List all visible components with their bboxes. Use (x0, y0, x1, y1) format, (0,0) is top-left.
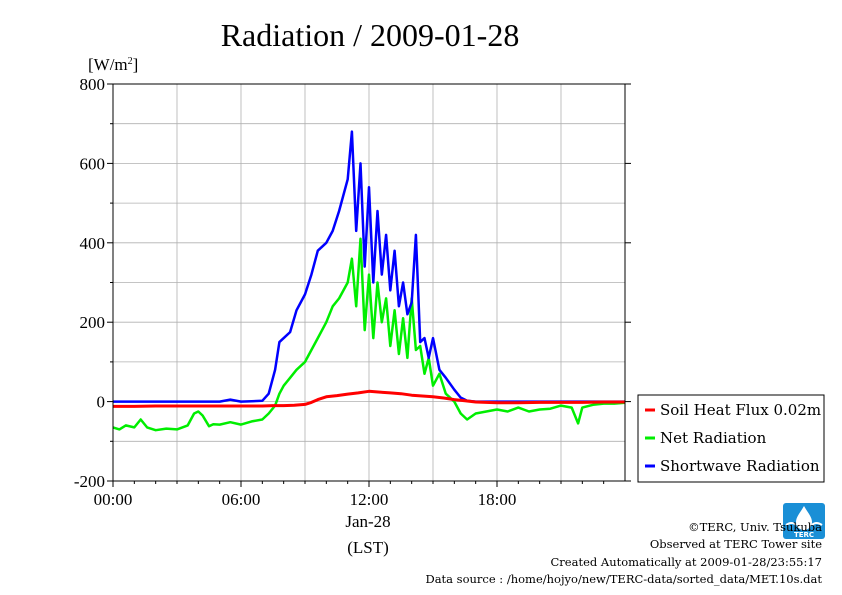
legend-label: Shortwave Radiation (660, 457, 820, 475)
legend-label: Soil Heat Flux 0.02m (660, 401, 821, 419)
drop-icon (796, 506, 812, 530)
legend-box (637, 394, 825, 483)
x-axis-label: (LST) (347, 538, 389, 557)
credit-site: Observed at TERC Tower site (649, 537, 822, 552)
x-tick-label: 18:00 (478, 490, 517, 509)
legend: Soil Heat Flux 0.02m Net Radiation Shortwa… (637, 394, 825, 483)
wave-icon (785, 522, 823, 526)
y-tick-label: 200 (80, 313, 106, 332)
y-tick-label: 0 (97, 393, 106, 412)
credits-block: ©TERC, Univ. Tsukuba Observed at TERC To… (425, 519, 822, 588)
y-tick-label: 800 (80, 75, 106, 94)
x-axis: 00:00 06:00 12:00 18:00 (94, 481, 605, 509)
y-tick-label: 400 (80, 234, 106, 253)
date-label: Jan-28 (345, 512, 390, 531)
series-line-0 (113, 389, 625, 408)
credit-created: Created Automatically at 2009-01-28/23:5… (550, 554, 823, 569)
y-axis: -200 0 200 400 600 800 (74, 75, 631, 491)
x-tick-label: 12:00 (350, 490, 389, 509)
credit-copyright: ©TERC, Univ. Tsukuba (688, 520, 822, 534)
legend-label: Net Radiation (660, 429, 767, 447)
y-tick-label: -200 (74, 472, 105, 491)
logo-text: TERC (794, 531, 814, 539)
series-line-1 (112, 237, 626, 432)
y-axis-unit-label: [W/m2] (88, 55, 138, 74)
chart-title: Radiation / 2009-01-28 (221, 17, 520, 53)
y-tick-label: 600 (80, 154, 106, 173)
x-tick-label: 06:00 (222, 490, 261, 509)
credit-source: Data source : /home/hojyo/new/TERC-data/… (425, 571, 822, 586)
series-layer (112, 130, 626, 432)
terc-logo: TERC (783, 503, 825, 539)
x-tick-label: 00:00 (94, 490, 133, 509)
